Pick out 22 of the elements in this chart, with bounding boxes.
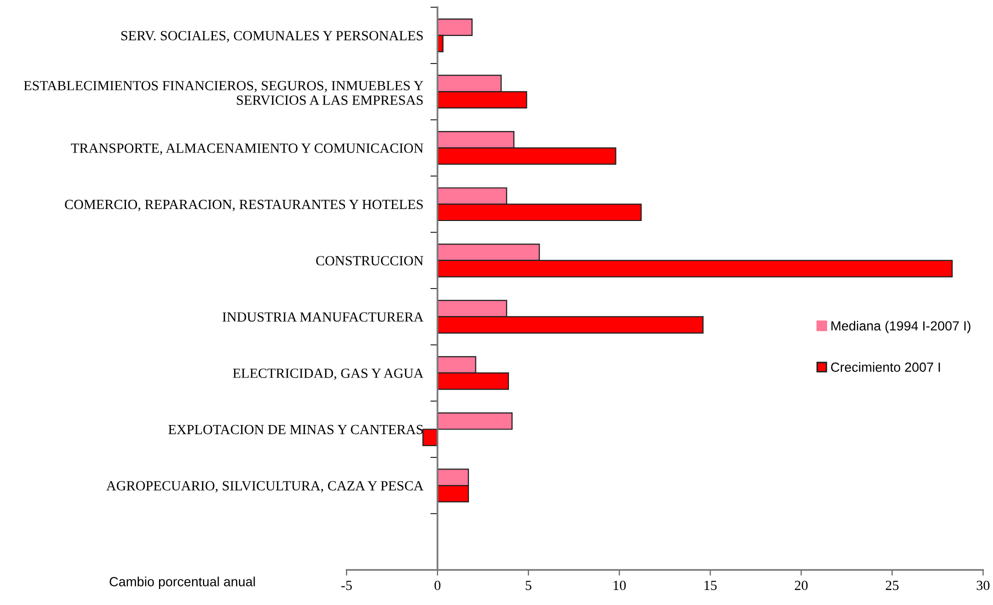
y-tick-label: ESTABLECIMIENTOS FINANCIEROS, SEGUROS, INMUEBLES Y SERVICIOS A LAS EMPRESAS bbox=[24, 80, 424, 105]
x-tick-label: 30 bbox=[976, 580, 990, 590]
x-tick-label: -5 bbox=[341, 580, 352, 590]
y-tick-label: EXPLOTACION DE MINAS Y CANTERAS bbox=[168, 424, 423, 434]
y-tick-label: ELECTRICIDAD, GAS Y AGUA bbox=[232, 368, 424, 380]
x-tick-label: 10 bbox=[614, 580, 626, 590]
bar bbox=[436, 412, 513, 430]
legend-label: Crecimiento 2007 I bbox=[831, 362, 940, 372]
x-axis-title: Cambio porcentual anual bbox=[110, 576, 255, 589]
legend-label: Mediana (1994 I-2007 I) bbox=[831, 320, 970, 334]
x-tick-label: 25 bbox=[886, 580, 899, 590]
x-tick-label: 15 bbox=[704, 580, 717, 590]
y-tick-label: CONSTRUCCION bbox=[316, 256, 424, 266]
y-tick-label: INDUSTRIA MANUFACTURERA bbox=[222, 312, 424, 322]
y-tick-label: COMERCIO, REPARACION, RESTAURANTES Y HOTELES bbox=[64, 200, 423, 212]
y-tick-label: SERV. SOCIALES, COMUNALES Y PERSONALES bbox=[121, 31, 423, 42]
x-tick-label: 0 bbox=[434, 580, 440, 590]
x-tick-label: 5 bbox=[526, 580, 532, 590]
x-tick-label: 20 bbox=[794, 580, 808, 590]
y-tick-label: TRANSPORTE, ALMACENAMIENTO Y COMUNICACION bbox=[71, 144, 424, 155]
y-tick-label: AGROPECUARIO, SILVICULTURA, CAZA Y PESCA bbox=[106, 481, 424, 492]
bar bbox=[422, 428, 438, 446]
